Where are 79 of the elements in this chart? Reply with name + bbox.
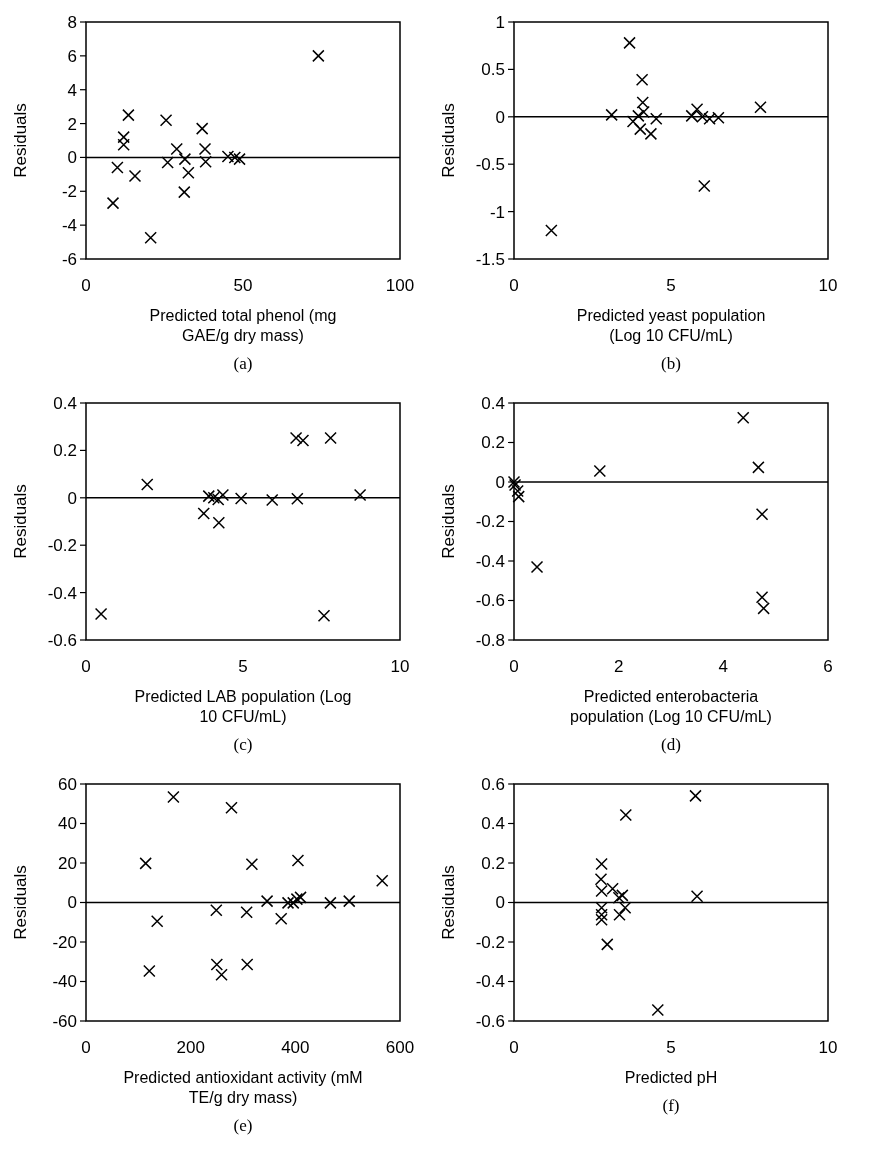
y-tick-label: -0.2 xyxy=(475,932,505,952)
x-axis-title: Predicted pH xyxy=(624,1069,718,1086)
text: (a) xyxy=(233,354,253,373)
y-tick-label: -0.6 xyxy=(475,1011,505,1031)
y-tick-label: 2 xyxy=(67,114,77,134)
y-tick-label: -1 xyxy=(489,202,505,222)
y-tick-label: 60 xyxy=(58,774,77,794)
y-tick-label: -0.5 xyxy=(475,155,505,175)
y-tick-label: 0.2 xyxy=(481,433,505,453)
x-tick-label: 200 xyxy=(176,1038,205,1057)
y-tick-label: 4 xyxy=(67,80,77,100)
y-tick-label: 0.6 xyxy=(481,774,505,794)
x-tick-label: 0 xyxy=(81,657,91,676)
x-tick-label: 100 xyxy=(385,276,415,295)
y-tick-label: 0 xyxy=(495,107,505,127)
y-tick-label: 20 xyxy=(58,853,77,873)
text: (c) xyxy=(233,735,253,754)
x-tick-label: 5 xyxy=(238,657,248,676)
y-tick-label: -6 xyxy=(61,249,77,269)
y-tick-label: 0 xyxy=(67,148,77,168)
y-tick-label: 0.4 xyxy=(53,393,77,413)
x-tick-label: 400 xyxy=(281,1038,310,1057)
y-tick-label: 0.4 xyxy=(481,393,505,413)
y-axis-title: Residuals xyxy=(439,484,458,559)
text: (d) xyxy=(661,735,681,754)
y-tick-label: 0 xyxy=(67,488,77,508)
y-tick-label: -0.6 xyxy=(475,591,505,611)
x-tick-label: 0 xyxy=(81,276,91,295)
x-tick-label: 2 xyxy=(613,657,624,676)
y-tick-label: -40 xyxy=(52,972,77,992)
x-tick-label: 50 xyxy=(233,276,253,295)
y-tick-label: -1.5 xyxy=(475,249,505,269)
y-tick-label: 8 xyxy=(67,12,77,32)
x-tick-label: 0 xyxy=(81,1038,91,1057)
x-tick-label: 0 xyxy=(509,276,519,295)
y-axis-title: Residuals xyxy=(439,103,458,178)
y-axis-title: Residuals xyxy=(11,484,30,559)
y-tick-label: 0.5 xyxy=(481,60,505,80)
text: (b) xyxy=(661,354,681,373)
y-tick-label: -2 xyxy=(61,182,77,202)
y-tick-label: -20 xyxy=(52,932,77,952)
x-tick-label: 10 xyxy=(818,1038,838,1057)
y-tick-label: -0.4 xyxy=(47,583,77,603)
y-tick-label: -0.2 xyxy=(475,512,505,532)
x-tick-label: 600 xyxy=(385,1038,415,1057)
x-axis-title: Predicted yeast population (Log 10 CFU/mL) xyxy=(576,307,766,344)
y-tick-label: -0.6 xyxy=(47,630,77,650)
y-tick-label: 0.2 xyxy=(53,441,77,461)
x-axis-title: Predicted enterobacteria population (Log 10 CFU/mL) xyxy=(570,688,772,725)
y-tick-label: 0 xyxy=(495,472,505,492)
x-tick-label: 10 xyxy=(818,276,838,295)
text: (f) xyxy=(662,1096,680,1115)
y-tick-label: -0.4 xyxy=(475,972,505,992)
x-tick-label: 0 xyxy=(509,1038,519,1057)
x-axis-title: Predicted total phenol (mg GAE/g dry mass) xyxy=(149,307,337,344)
y-tick-label: 0.4 xyxy=(481,814,505,834)
y-tick-label: 6 xyxy=(67,46,77,66)
x-axis-title: Predicted antioxidant activity (mM TE/g dry mass) xyxy=(123,1069,363,1106)
y-tick-label: 1 xyxy=(495,12,505,32)
x-axis-title: Predicted LAB population (Log 10 CFU/mL) xyxy=(134,688,352,725)
y-tick-label: -0.2 xyxy=(47,536,77,556)
y-tick-label: -60 xyxy=(52,1011,77,1031)
y-axis-title: Residuals xyxy=(11,865,30,940)
text: (e) xyxy=(233,1116,253,1135)
y-tick-label: 0 xyxy=(495,893,505,913)
y-tick-label: 0 xyxy=(67,893,77,913)
y-tick-label: -4 xyxy=(61,216,77,236)
y-tick-label: 0.2 xyxy=(481,853,505,873)
x-tick-label: 5 xyxy=(666,276,676,295)
y-tick-label: 40 xyxy=(58,814,77,834)
x-tick-label: 6 xyxy=(823,657,833,676)
x-tick-label: 4 xyxy=(718,657,729,676)
y-axis-title: Residuals xyxy=(11,103,30,178)
x-tick-label: 5 xyxy=(666,1038,676,1057)
y-tick-label: -0.8 xyxy=(475,630,505,650)
x-tick-label: 10 xyxy=(390,657,410,676)
y-axis-title: Residuals xyxy=(439,865,458,940)
y-tick-label: -0.4 xyxy=(475,551,505,571)
x-tick-label: 0 xyxy=(509,657,519,676)
